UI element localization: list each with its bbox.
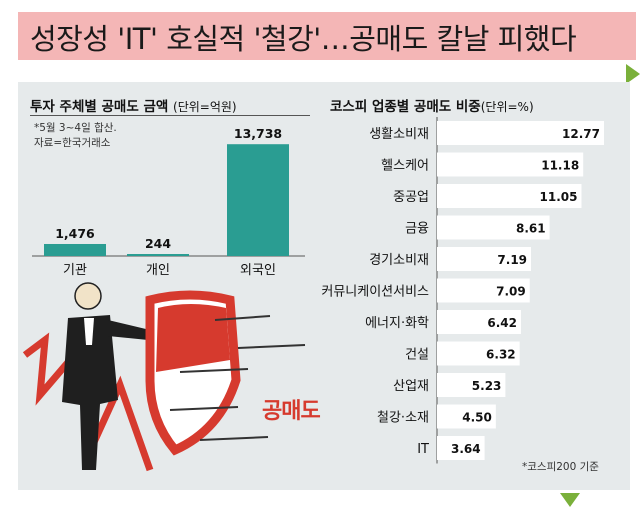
right-bar-value: 7.09 xyxy=(496,285,526,299)
left-bar-category: 외국인 xyxy=(240,263,276,278)
arrow-1 xyxy=(214,315,271,321)
left-bar xyxy=(227,144,289,256)
right-chart-unit: (단위=%) xyxy=(480,100,534,114)
left-title-rule xyxy=(30,115,310,116)
right-chart-title-text: 코스피 업종별 공매도 비중 xyxy=(330,99,481,115)
right-bar-category: 금융 xyxy=(405,222,429,237)
right-bar-value: 11.18 xyxy=(541,159,579,173)
right-bar xyxy=(437,215,550,240)
right-bar-category: 건설 xyxy=(405,348,429,363)
left-bar xyxy=(127,254,189,256)
right-bar xyxy=(437,152,584,177)
right-bar-category: 생활소비재 xyxy=(369,127,429,142)
right-bar-value: 8.61 xyxy=(516,222,546,236)
headline: 성장성 'IT' 호실적 '철강'…공매도 칼날 피했다 xyxy=(30,22,577,56)
note-line-source: 자료=한국거래소 xyxy=(34,137,111,149)
down-arrow-icon xyxy=(560,493,580,507)
arrow-5 xyxy=(199,436,269,441)
right-bar-chart: 생활소비재 12.77 헬스케어 11.18 중공업 11.05 금융 8.61 경기소비재 7.… xyxy=(321,117,604,464)
arrows xyxy=(169,315,306,441)
right-bar-category: 에너지·화학 xyxy=(365,316,429,331)
right-bar-category: 중공업 xyxy=(393,190,429,205)
left-bar-category: 개인 xyxy=(146,263,170,278)
right-bar-value: 12.77 xyxy=(562,127,600,141)
left-bar xyxy=(44,243,106,256)
arrow-4 xyxy=(169,406,239,411)
man-shirt xyxy=(84,318,94,345)
left-chart-title: 투자 주체별 공매도 금액 (단위=억원) xyxy=(30,95,237,115)
man-arm xyxy=(108,320,150,340)
left-bar-value: 13,738 xyxy=(234,126,282,141)
right-bar xyxy=(437,184,582,208)
headline-banner xyxy=(18,12,636,60)
right-bar-category: 헬스케어 xyxy=(381,159,429,174)
right-bar-category: 커뮤니케이션서비스 xyxy=(321,285,429,300)
right-bar-value: 6.32 xyxy=(486,348,516,362)
right-chart-title: 코스피 업종별 공매도 비중(단위=%) xyxy=(330,95,534,115)
left-chart-title-text: 투자 주체별 공매도 금액 xyxy=(30,99,169,115)
right-bar-category: IT xyxy=(417,442,429,457)
right-bar xyxy=(437,278,530,303)
right-chart-footnote: *코스피200 기준 xyxy=(522,461,599,473)
left-bar-value: 244 xyxy=(145,236,171,251)
left-chart-note: *5월 3~4일 합산. 자료=한국거래소 xyxy=(34,121,117,151)
arrow-2 xyxy=(237,344,306,349)
right-bar xyxy=(437,373,506,397)
right-bar xyxy=(437,404,496,429)
right-bar-category: 경기소비재 xyxy=(369,253,429,268)
right-bar-value: 4.50 xyxy=(462,411,492,425)
note-line-period: *5월 3~4일 합산. xyxy=(34,122,117,134)
right-bar xyxy=(437,341,520,366)
right-bar xyxy=(437,247,532,271)
short-selling-tag: 공매도 xyxy=(262,399,321,424)
right-bar-value: 3.64 xyxy=(451,442,481,456)
right-bar xyxy=(437,310,521,334)
shield-fill xyxy=(156,304,230,372)
left-bar-value: 1,476 xyxy=(55,226,95,241)
left-bar-chart: 1,476 기관 244 개인 13,738 외국인 xyxy=(32,126,305,278)
left-bar-category: 기관 xyxy=(63,263,87,278)
arrow-3 xyxy=(179,368,249,373)
next-arrow-icon xyxy=(626,64,640,84)
right-bar-value: 7.19 xyxy=(497,253,527,267)
right-bar-value: 11.05 xyxy=(540,190,578,204)
right-bar xyxy=(437,436,485,460)
right-bar-value: 5.23 xyxy=(472,379,502,393)
right-bar xyxy=(437,121,604,145)
right-bar-category: 산업재 xyxy=(393,379,429,394)
left-chart-unit: (단위=억원) xyxy=(173,100,237,114)
right-bar-category: 철강·소재 xyxy=(377,411,429,426)
man-body xyxy=(62,315,118,470)
man-head xyxy=(74,282,102,310)
illustration xyxy=(22,282,306,472)
right-bar-value: 6.42 xyxy=(487,316,517,330)
